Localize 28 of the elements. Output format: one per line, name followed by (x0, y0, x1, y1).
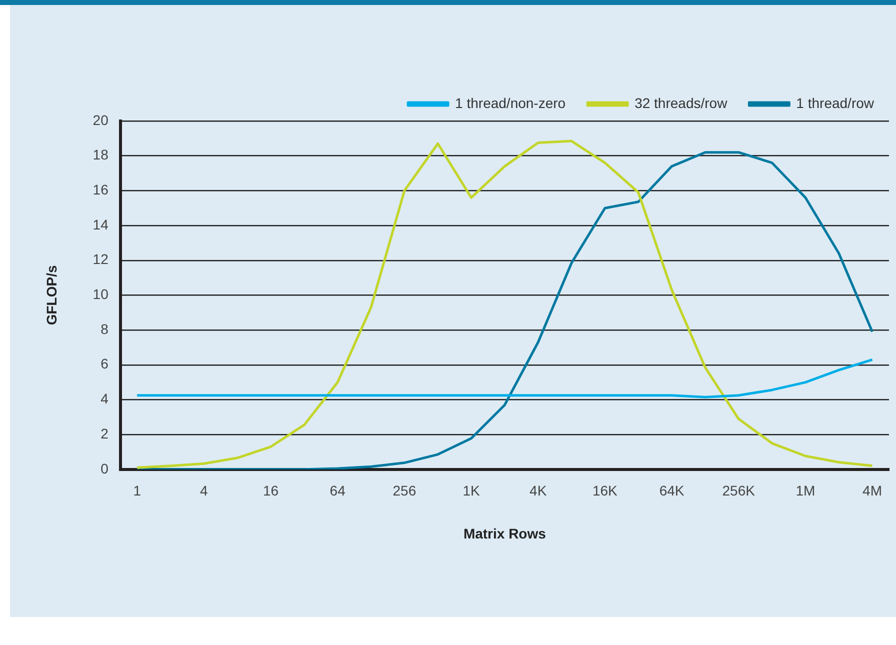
y-tick-label: 6 (100, 356, 109, 372)
x-tick-label: 4 (200, 482, 208, 499)
x-tick-label: 256 (392, 482, 416, 499)
y-tick-label: 14 (92, 216, 109, 232)
x-tick-label: 16K (592, 482, 618, 499)
x-tick-label: 1M (796, 482, 816, 499)
x-tick-label: 64K (659, 482, 685, 499)
legend-label: 32 threads/row (634, 94, 728, 111)
x-tick-label: 16 (262, 482, 279, 499)
y-tick-label: 16 (92, 182, 109, 198)
y-tick-label: 4 (100, 390, 109, 407)
legend-label: 1 thread/row (796, 94, 875, 111)
y-tick-label: 20 (92, 112, 109, 128)
legend-label: 1 thread/non-zero (455, 94, 566, 111)
x-tick-label: 1K (462, 482, 480, 499)
x-tick-label: 4M (862, 482, 882, 499)
y-tick-label: 0 (100, 460, 109, 476)
x-tick-label: 64 (330, 482, 346, 499)
y-tick-label: 8 (100, 320, 109, 337)
x-axis-title: Matrix Rows (463, 525, 546, 542)
y-tick-label: 2 (100, 425, 109, 442)
y-tick-label: 10 (92, 286, 109, 302)
x-tick-label: 1 (133, 482, 142, 499)
y-tick-label: 18 (92, 146, 109, 163)
y-axis-title: GFLOP/s (43, 265, 60, 326)
x-tick-label: 256K (722, 482, 756, 499)
y-tick-label: 12 (92, 251, 109, 268)
x-tick-label: 4K (530, 482, 548, 499)
